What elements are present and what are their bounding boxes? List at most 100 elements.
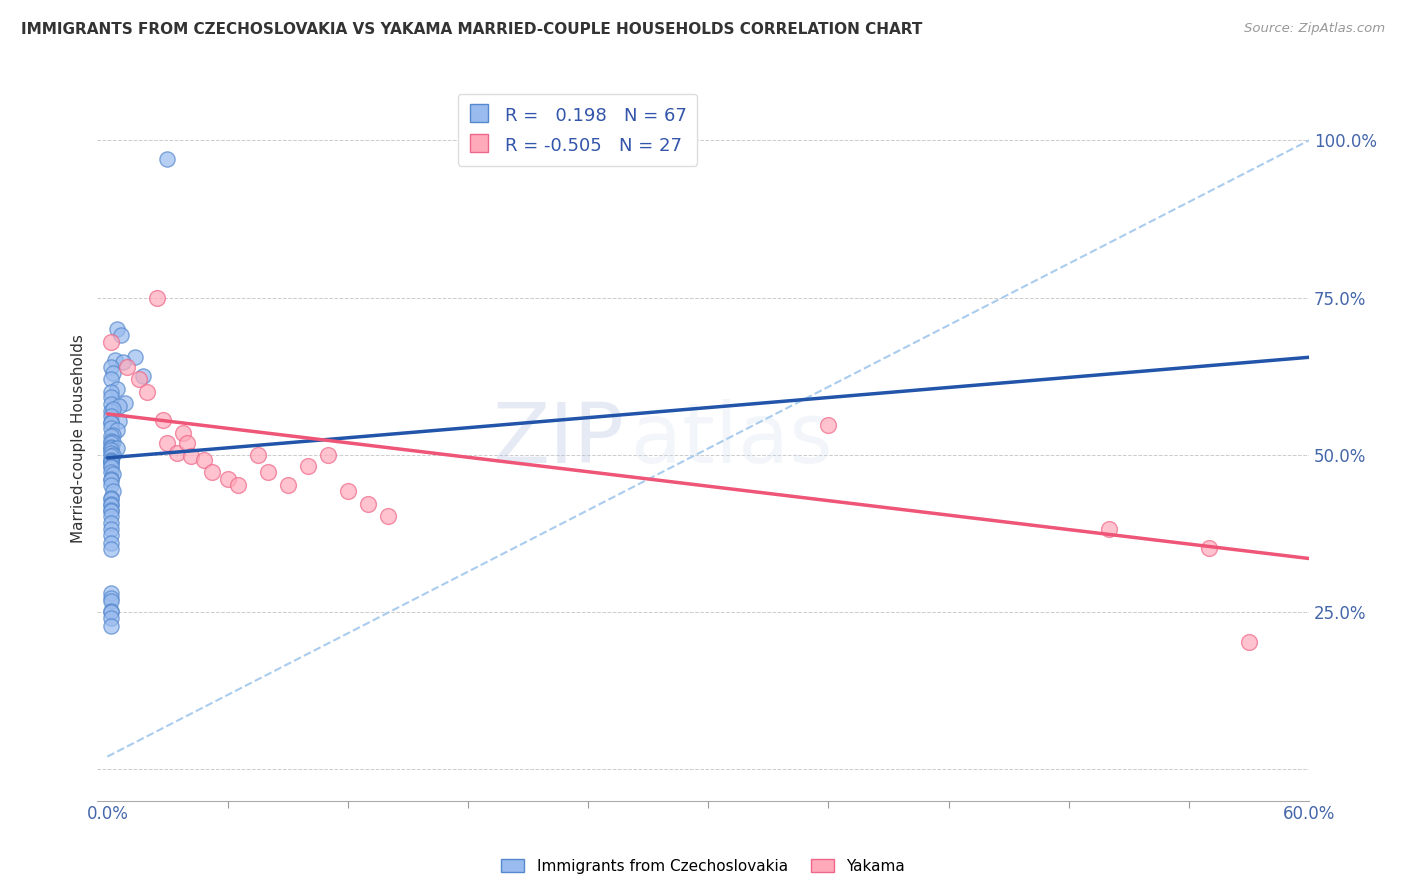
Point: [100, 591, 122, 606]
Point: [152, 413, 174, 427]
Point: [100, 417, 122, 431]
Y-axis label: Married-couple Households: Married-couple Households: [72, 334, 86, 543]
Point: [1237, 635, 1260, 649]
Point: [128, 372, 150, 386]
Point: [103, 402, 125, 417]
Point: [297, 459, 319, 474]
Point: [316, 448, 339, 462]
Point: [100, 384, 122, 399]
Point: [180, 449, 202, 463]
Point: [156, 436, 179, 450]
Point: [104, 353, 127, 368]
Point: [100, 415, 122, 429]
Point: [100, 466, 122, 480]
Point: [100, 454, 122, 468]
Point: [176, 436, 198, 450]
Point: [108, 414, 131, 428]
Point: [100, 436, 122, 450]
Point: [100, 491, 122, 506]
Point: [100, 455, 122, 469]
Point: [100, 611, 122, 625]
Point: [117, 359, 139, 374]
Point: [817, 417, 839, 432]
Point: [103, 467, 125, 481]
Point: [105, 382, 128, 396]
Point: [100, 503, 122, 517]
Point: [100, 442, 122, 456]
Point: [110, 328, 132, 343]
Text: ZIP: ZIP: [492, 399, 624, 480]
Point: [100, 542, 122, 557]
Point: [100, 442, 122, 457]
Point: [100, 522, 122, 536]
Point: [193, 452, 215, 467]
Point: [100, 473, 122, 487]
Point: [172, 425, 194, 440]
Point: [100, 498, 122, 512]
Point: [246, 448, 269, 462]
Point: [100, 516, 122, 530]
Point: [100, 586, 122, 600]
Point: [100, 397, 122, 411]
Point: [100, 334, 122, 349]
Point: [100, 372, 122, 386]
Point: [100, 455, 122, 469]
Point: [1198, 541, 1220, 555]
Point: [100, 429, 122, 443]
Point: [124, 351, 146, 365]
Point: [105, 442, 128, 456]
Point: [100, 449, 122, 463]
Point: [100, 460, 122, 475]
Point: [100, 390, 122, 404]
Point: [100, 472, 122, 486]
Point: [377, 509, 399, 524]
Point: [100, 440, 122, 454]
Point: [100, 504, 122, 518]
Point: [100, 497, 122, 511]
Point: [105, 423, 128, 437]
Point: [100, 536, 122, 550]
Point: [136, 384, 159, 399]
Point: [200, 466, 222, 480]
Point: [336, 484, 359, 499]
Point: [100, 478, 122, 492]
Point: [166, 446, 188, 460]
Point: [100, 509, 122, 524]
Point: [1098, 522, 1121, 536]
Point: [256, 466, 278, 480]
Point: [100, 459, 122, 474]
Point: [103, 484, 125, 499]
Point: [103, 366, 125, 380]
Point: [105, 322, 128, 336]
Point: [156, 152, 179, 166]
Point: [103, 435, 125, 450]
Point: [103, 427, 125, 442]
Point: [103, 448, 125, 462]
Point: [146, 291, 169, 305]
Point: [100, 491, 122, 505]
Point: [226, 478, 249, 492]
Text: IMMIGRANTS FROM CZECHOSLOVAKIA VS YAKAMA MARRIED-COUPLE HOUSEHOLDS CORRELATION C: IMMIGRANTS FROM CZECHOSLOVAKIA VS YAKAMA…: [21, 22, 922, 37]
Point: [100, 403, 122, 417]
Point: [132, 369, 155, 384]
Point: [100, 421, 122, 435]
Point: [100, 409, 122, 423]
Text: Source: ZipAtlas.com: Source: ZipAtlas.com: [1244, 22, 1385, 36]
Point: [217, 472, 239, 486]
Text: atlas: atlas: [630, 399, 832, 480]
Point: [100, 359, 122, 374]
Point: [108, 399, 131, 413]
Point: [100, 528, 122, 542]
Point: [100, 619, 122, 633]
Point: [114, 396, 136, 410]
Point: [277, 478, 299, 492]
Point: [112, 354, 135, 368]
Point: [100, 605, 122, 619]
Point: [100, 604, 122, 618]
Legend: Immigrants from Czechoslovakia, Yakama: Immigrants from Czechoslovakia, Yakama: [495, 853, 911, 880]
Point: [100, 446, 122, 460]
Legend: R =   0.198   N = 67, R = -0.505   N = 27: R = 0.198 N = 67, R = -0.505 N = 27: [458, 94, 697, 166]
Point: [100, 593, 122, 607]
Point: [100, 434, 122, 448]
Point: [357, 497, 380, 511]
